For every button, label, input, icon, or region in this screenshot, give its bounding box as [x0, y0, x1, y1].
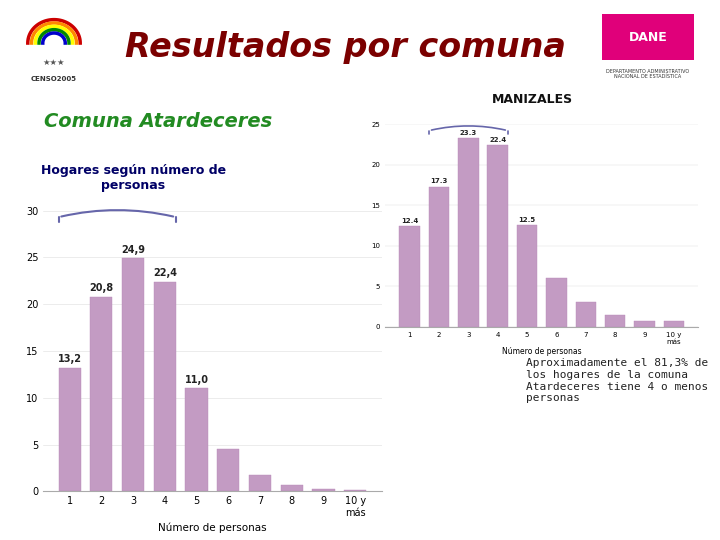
Text: 24,9: 24,9 [121, 245, 145, 254]
Text: 22.4: 22.4 [489, 137, 506, 143]
Bar [154, 282, 176, 491]
Bar [344, 490, 366, 491]
Text: Hogares según número de
personas: Hogares según número de personas [40, 164, 226, 192]
Text: MANIZALES: MANIZALES [492, 93, 573, 106]
Text: Comuna Atardeceres: Comuna Atardeceres [44, 112, 273, 131]
Text: 22,4: 22,4 [153, 268, 177, 278]
Bar [429, 186, 449, 327]
X-axis label: Número de personas: Número de personas [502, 347, 582, 356]
Bar [122, 258, 144, 491]
Bar [90, 296, 112, 491]
Text: 11,0: 11,0 [184, 375, 209, 384]
Text: 12.5: 12.5 [518, 217, 536, 223]
Text: ★★★: ★★★ [42, 58, 66, 67]
Text: DEPARTAMENTO ADMINISTRATIVO
NACIONAL DE ESTADÍSTICA: DEPARTAMENTO ADMINISTRATIVO NACIONAL DE … [606, 69, 690, 79]
Bar [517, 226, 537, 327]
Text: 12.4: 12.4 [401, 218, 418, 224]
Bar [400, 226, 420, 327]
Bar [249, 476, 271, 491]
Bar [58, 368, 81, 491]
Bar [217, 449, 239, 491]
FancyBboxPatch shape [602, 14, 694, 60]
Bar [605, 314, 626, 327]
Text: 17.3: 17.3 [431, 178, 448, 184]
Bar [546, 278, 567, 327]
Text: Resultados por comuna: Resultados por comuna [125, 31, 566, 64]
Bar [487, 145, 508, 327]
Text: CENSO2005: CENSO2005 [31, 76, 77, 82]
Text: Aproximadamente el 81,3% de
los hogares de la comuna
Atardeceres tiene 4 o menos: Aproximadamente el 81,3% de los hogares … [526, 359, 708, 403]
Bar [281, 485, 303, 491]
Bar [664, 321, 684, 327]
Text: DANE: DANE [629, 31, 667, 44]
Text: 23.3: 23.3 [460, 130, 477, 136]
Text: 13,2: 13,2 [58, 354, 81, 364]
Text: 20,8: 20,8 [89, 283, 114, 293]
Bar [458, 138, 479, 327]
Bar [312, 489, 335, 491]
Bar [634, 321, 654, 327]
Bar [575, 302, 596, 327]
X-axis label: Número de personas: Número de personas [158, 522, 266, 532]
Bar [186, 388, 207, 491]
